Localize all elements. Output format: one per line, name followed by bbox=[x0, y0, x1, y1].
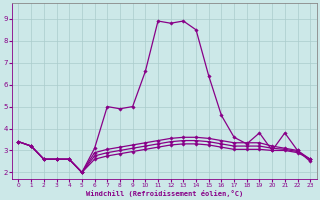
X-axis label: Windchill (Refroidissement éolien,°C): Windchill (Refroidissement éolien,°C) bbox=[86, 190, 243, 197]
